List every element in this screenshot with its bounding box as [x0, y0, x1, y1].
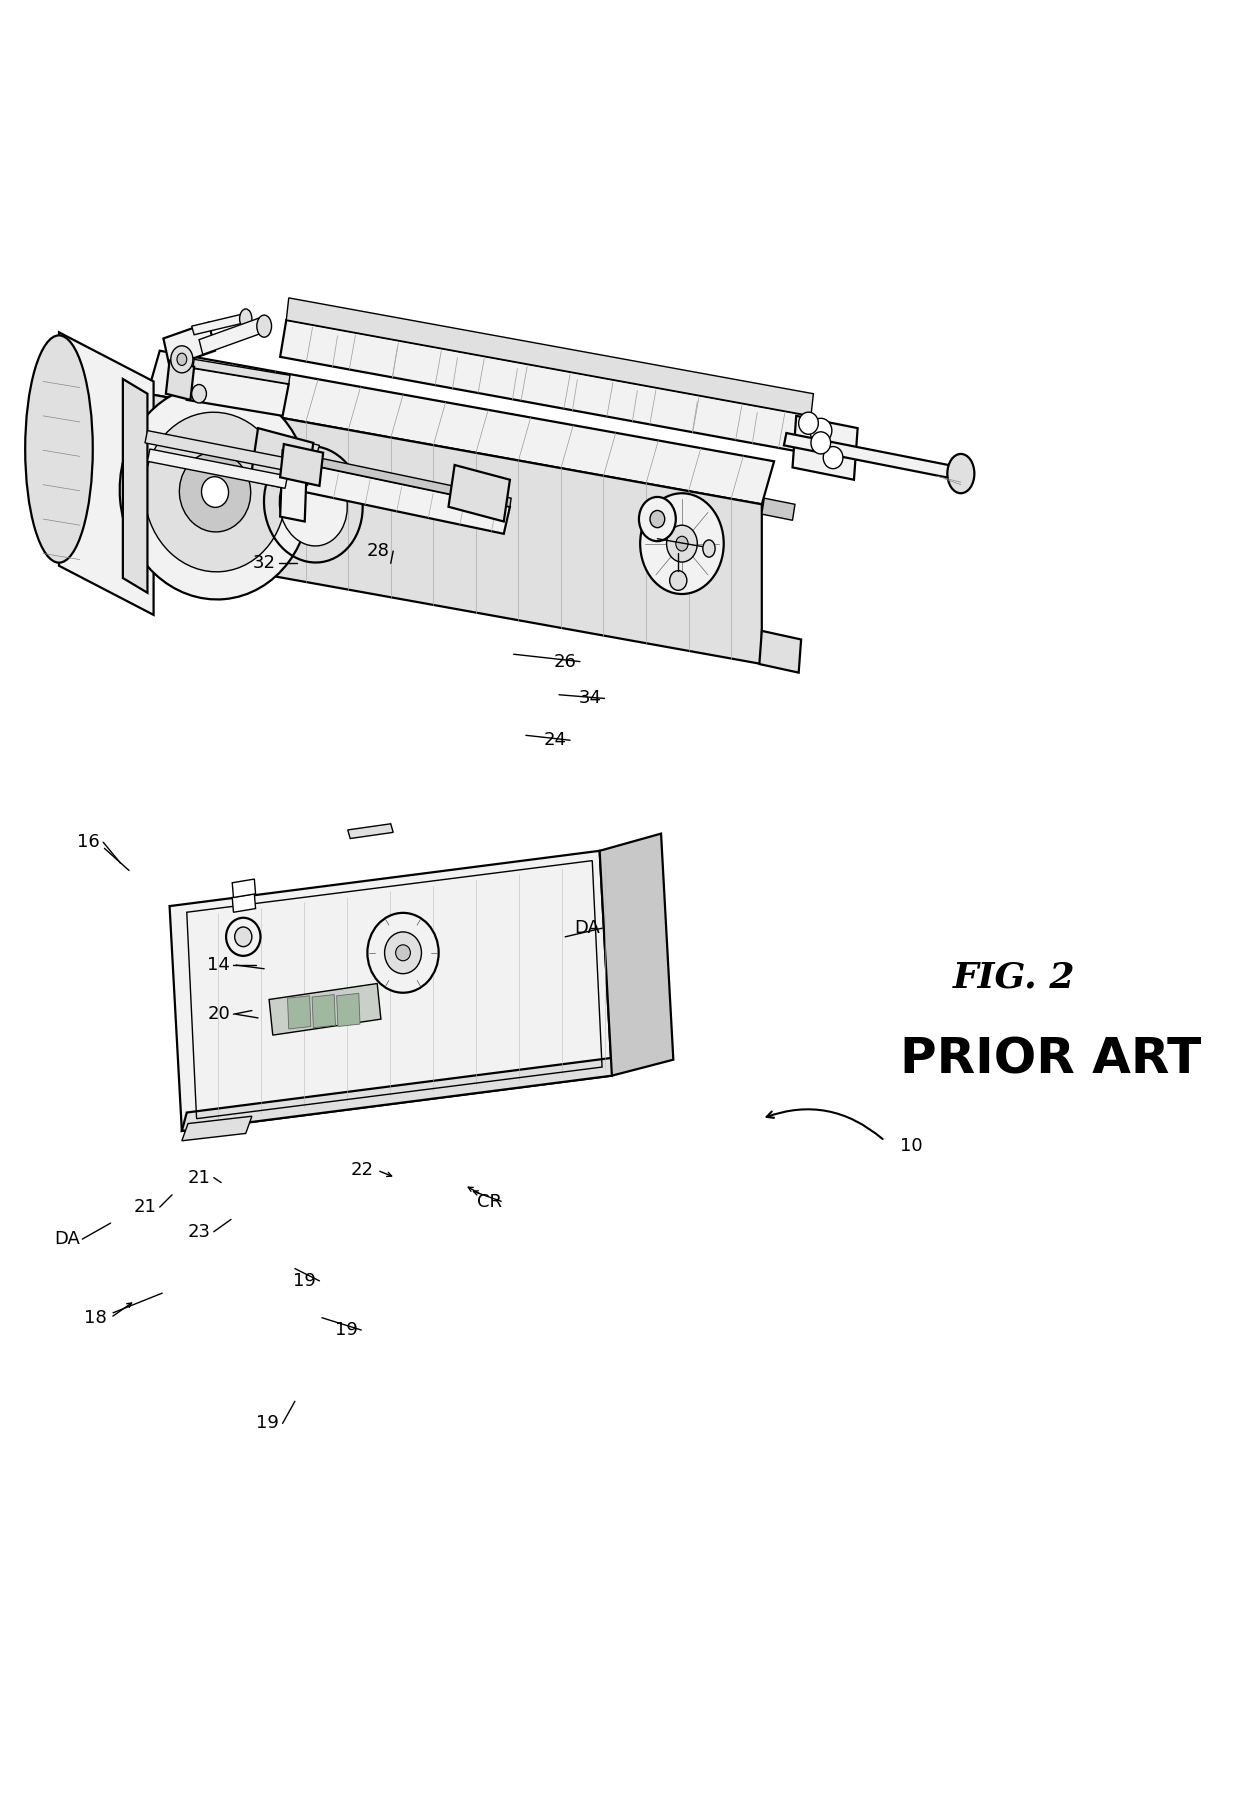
Text: 19: 19: [335, 1321, 358, 1339]
Polygon shape: [280, 443, 324, 486]
Polygon shape: [148, 350, 774, 504]
Ellipse shape: [180, 452, 250, 531]
Text: 23: 23: [187, 1222, 211, 1240]
Polygon shape: [252, 429, 314, 485]
Text: 10: 10: [900, 1136, 923, 1154]
Polygon shape: [288, 996, 311, 1029]
Polygon shape: [60, 332, 154, 616]
Ellipse shape: [299, 447, 311, 460]
Polygon shape: [148, 449, 288, 488]
Polygon shape: [312, 994, 336, 1029]
Ellipse shape: [144, 413, 285, 573]
Ellipse shape: [367, 914, 439, 993]
Polygon shape: [164, 323, 215, 366]
Text: 21: 21: [134, 1197, 156, 1217]
Ellipse shape: [670, 571, 687, 591]
Text: 20: 20: [207, 1005, 231, 1023]
Polygon shape: [784, 433, 961, 479]
Ellipse shape: [799, 413, 818, 434]
Ellipse shape: [811, 433, 831, 454]
Polygon shape: [232, 894, 255, 912]
Ellipse shape: [823, 447, 843, 468]
Ellipse shape: [639, 497, 676, 540]
Ellipse shape: [650, 510, 665, 528]
Ellipse shape: [703, 540, 715, 556]
Ellipse shape: [257, 316, 272, 337]
Polygon shape: [347, 824, 393, 838]
Polygon shape: [761, 499, 795, 521]
Text: 21: 21: [187, 1169, 211, 1186]
Ellipse shape: [947, 454, 975, 494]
Text: FIG. 2: FIG. 2: [952, 960, 1075, 994]
Ellipse shape: [239, 309, 252, 328]
Polygon shape: [759, 630, 801, 673]
Polygon shape: [792, 416, 858, 479]
Polygon shape: [182, 1057, 616, 1131]
Polygon shape: [280, 320, 811, 452]
Text: CR: CR: [476, 1194, 501, 1212]
Polygon shape: [232, 880, 255, 898]
Text: 34: 34: [578, 689, 601, 707]
Polygon shape: [192, 314, 246, 334]
Polygon shape: [170, 851, 611, 1131]
Ellipse shape: [201, 477, 228, 508]
Text: 28: 28: [367, 542, 389, 560]
Text: 22: 22: [351, 1161, 374, 1179]
Ellipse shape: [226, 917, 260, 957]
Polygon shape: [187, 368, 289, 416]
Ellipse shape: [396, 944, 410, 960]
Text: 19: 19: [257, 1414, 279, 1432]
Text: DA: DA: [55, 1230, 81, 1248]
Text: 16: 16: [77, 833, 100, 851]
Ellipse shape: [640, 494, 724, 594]
Ellipse shape: [676, 537, 688, 551]
Ellipse shape: [171, 346, 193, 373]
Polygon shape: [283, 438, 320, 465]
Polygon shape: [148, 393, 761, 664]
Text: 26: 26: [554, 653, 577, 671]
Polygon shape: [193, 359, 290, 384]
Polygon shape: [123, 379, 148, 592]
Polygon shape: [166, 361, 195, 400]
Text: 14: 14: [207, 957, 231, 975]
Ellipse shape: [25, 336, 93, 562]
Ellipse shape: [177, 354, 187, 366]
Text: 19: 19: [294, 1273, 316, 1291]
Polygon shape: [600, 833, 673, 1075]
Polygon shape: [269, 984, 381, 1036]
Ellipse shape: [384, 932, 422, 973]
Polygon shape: [280, 451, 308, 522]
Text: PRIOR ART: PRIOR ART: [900, 1036, 1202, 1084]
Ellipse shape: [120, 384, 310, 600]
Text: 32: 32: [253, 555, 275, 573]
Polygon shape: [449, 465, 510, 522]
Polygon shape: [286, 298, 813, 416]
Ellipse shape: [667, 526, 697, 562]
Polygon shape: [258, 456, 510, 533]
Polygon shape: [145, 431, 285, 470]
Polygon shape: [182, 1116, 252, 1142]
Text: DA: DA: [574, 919, 600, 937]
Polygon shape: [264, 447, 511, 506]
Text: 18: 18: [84, 1309, 107, 1327]
Ellipse shape: [279, 463, 347, 546]
Ellipse shape: [810, 418, 832, 443]
Polygon shape: [200, 318, 264, 354]
Text: 24: 24: [544, 731, 567, 749]
Ellipse shape: [234, 926, 252, 946]
Polygon shape: [337, 993, 360, 1027]
Ellipse shape: [192, 384, 206, 402]
